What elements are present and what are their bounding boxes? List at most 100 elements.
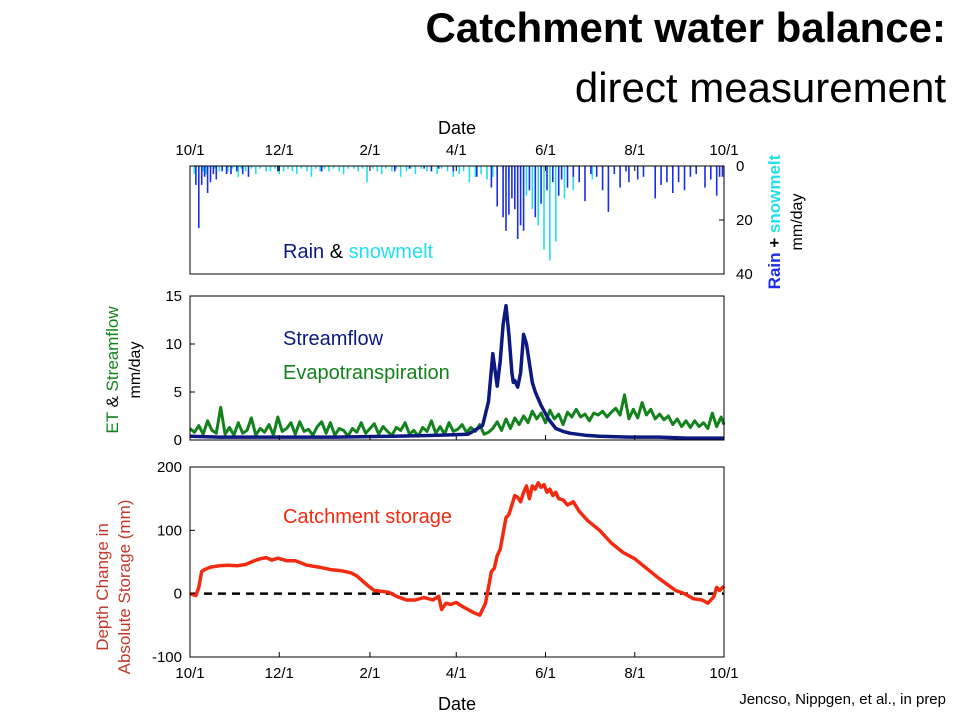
rain-bar <box>718 166 721 177</box>
rain-bar <box>437 166 440 169</box>
snowmelt-bar <box>319 166 321 172</box>
rain-bar <box>212 166 215 175</box>
rain-bar <box>522 166 525 231</box>
rain-bar <box>511 166 513 199</box>
rain-bar <box>423 166 425 169</box>
snowmelt-bar <box>244 166 247 172</box>
rain-bar <box>704 166 706 188</box>
snowmelt-bar <box>306 166 308 172</box>
streamflow-x-ticks <box>189 435 725 440</box>
rain-bar <box>552 166 554 183</box>
rain-bar <box>683 166 686 191</box>
rain-bar <box>672 166 674 193</box>
rain-bar <box>430 166 433 172</box>
snowmelt-bar <box>274 166 276 169</box>
rain-bar <box>566 166 569 188</box>
snowmelt-bar <box>525 166 528 196</box>
snowmelt-bar <box>315 166 317 169</box>
snowmelt-bar <box>572 166 575 191</box>
rain-bar <box>601 166 604 191</box>
rain-bar <box>508 166 510 215</box>
snowmelt-bar <box>405 166 408 172</box>
snowmelt-bar <box>300 166 302 169</box>
snowmelt-bar <box>480 166 482 175</box>
snowmelt-bar <box>269 166 272 172</box>
et-annotation: Evapotranspiration <box>283 362 450 384</box>
precipitation-panel: Date 10/1 12/1 2/1 4/1 6/1 8/1 10/1 0 20 40 Rain… <box>175 118 806 289</box>
rain-bar <box>394 166 396 172</box>
snowmelt-bar <box>338 166 340 172</box>
snowmelt-bar <box>214 166 216 169</box>
storage-y-ticks: -100 0 100 200 <box>152 459 195 666</box>
snowmelt-bar <box>474 166 477 177</box>
rain-bar <box>408 166 411 169</box>
storage-y-label-line2: Absolute Storage (mm) <box>115 500 134 675</box>
rain-bar <box>619 166 621 188</box>
snowmelt-bar <box>366 166 368 183</box>
snowmelt-bar <box>458 166 460 175</box>
rain-bar <box>452 166 455 172</box>
y-tick-label: 0 <box>174 432 182 449</box>
x-tick-label: 12/1 <box>265 142 294 159</box>
rain-bar <box>560 166 563 180</box>
rain-bar <box>203 166 206 177</box>
snowmelt-bar <box>555 166 557 242</box>
snowmelt-bar <box>218 166 221 172</box>
snowmelt-bar <box>259 166 261 169</box>
snowmelt-bar <box>410 166 412 169</box>
streamflow-y-label: ET & Streamflow <box>103 306 122 434</box>
y-tick-label: 15 <box>165 288 182 305</box>
snowmelt-bar <box>391 166 393 172</box>
snowmelt-bar <box>440 166 443 169</box>
snowmelt-bar <box>342 166 345 175</box>
precipitation-y-units: mm/day <box>789 194 806 251</box>
snowmelt-bar <box>376 166 379 172</box>
x-tick-label: 2/1 <box>360 665 381 682</box>
rain-bar <box>654 166 656 199</box>
streamflow-y-ticks: 0 5 10 15 <box>165 288 195 449</box>
storage-x-ticks: 10/1 12/1 2/1 4/1 6/1 8/1 10/1 <box>175 652 739 682</box>
rain-bar <box>710 166 712 180</box>
snowmelt-bar <box>543 166 545 250</box>
rain-bar <box>715 166 718 196</box>
storage-annotation: Catchment storage <box>283 506 452 528</box>
rain-annotation: Rain <box>283 241 324 263</box>
snowmelt-bar <box>462 166 465 172</box>
rain-bar <box>206 166 209 193</box>
rain-bar <box>590 166 592 175</box>
slide-title-bold: Catchment water balance: <box>425 4 947 51</box>
precipitation-annotation: Rain & snowmelt <box>283 241 434 263</box>
snowmelt-bar <box>310 166 313 177</box>
rain-bar <box>557 166 560 196</box>
snowmelt-bar <box>332 166 335 169</box>
rain-bar <box>666 166 668 183</box>
rain-bar <box>225 166 228 175</box>
y-tick-label: 5 <box>174 384 182 401</box>
et-line <box>189 393 726 438</box>
y-tick-label: 0 <box>736 158 744 175</box>
rain-bar <box>320 166 323 172</box>
snowmelt-bar <box>353 166 355 169</box>
rain-bar <box>230 166 232 175</box>
storage-line <box>189 481 726 617</box>
snowmelt-bar <box>240 166 242 169</box>
top-date-axis-label: Date <box>438 118 476 138</box>
snowmelt-bar <box>486 166 488 180</box>
rain-bar <box>236 166 238 172</box>
y-tick-label: 40 <box>736 266 753 283</box>
snowmelt-bar <box>446 166 449 172</box>
snowmelt-bar <box>372 166 374 169</box>
rain-bar <box>642 166 645 177</box>
snowmelt-bar <box>231 166 234 169</box>
streamflow-plot-frame <box>189 295 725 441</box>
snowmelt-bar <box>291 166 294 172</box>
streamflow-annotation: Streamflow <box>283 328 384 350</box>
rain-bar <box>572 166 575 177</box>
rain-bar <box>695 166 697 175</box>
streamflow-et-panel: 0 5 10 15 Streamflow Evapotranspiration ET … <box>103 288 726 449</box>
rain-bar <box>200 166 203 185</box>
snowmelt-bar <box>436 166 438 175</box>
snowmelt-bar <box>193 166 196 175</box>
snowmelt-bar <box>395 166 398 169</box>
